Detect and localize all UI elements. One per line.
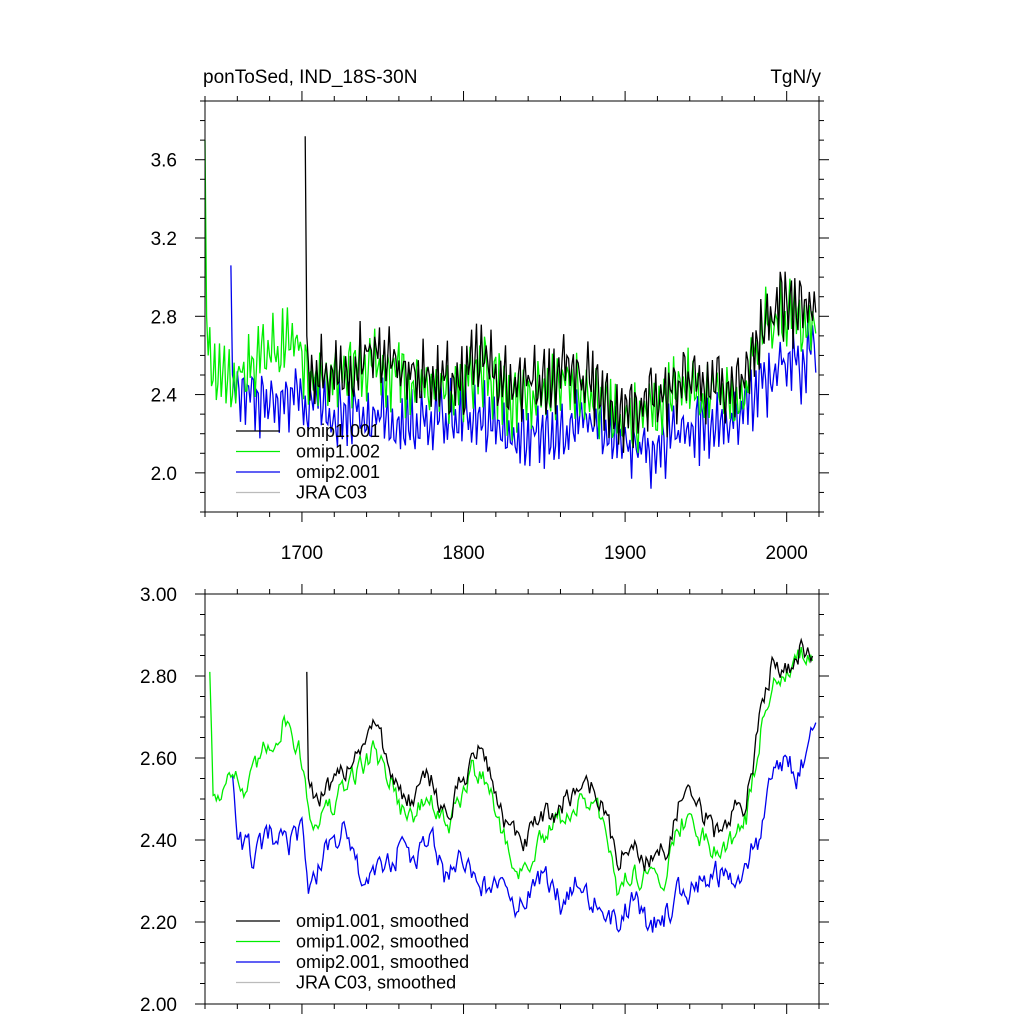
plot-frame — [204, 100, 820, 513]
tick-labels: 2.00 2.20 2.40 2.60 2.80 3.00 — [140, 585, 177, 1016]
axis-ticks — [195, 584, 829, 1014]
y-tick-label: 2.80 — [140, 667, 177, 688]
series-lines — [209, 637, 817, 933]
panel-title: ponToSed, IND_18S-30N — [203, 67, 417, 88]
y-tick-label: 2.00 — [140, 995, 177, 1016]
y-tick-label: 2.60 — [140, 749, 177, 770]
series-line-2 — [230, 265, 817, 489]
plot-frame — [204, 593, 820, 1005]
series-line-0 — [306, 637, 814, 872]
legend-label: omip2.001 — [296, 462, 380, 482]
y-tick-label: 3.00 — [140, 585, 177, 606]
series-lines — [204, 136, 817, 489]
legend-label: omip1.001, smoothed — [296, 911, 469, 931]
units-label: TgN/y — [770, 67, 821, 88]
x-tick-label: 1900 — [604, 543, 646, 564]
x-tick-label: 1700 — [281, 543, 323, 564]
y-tick-label: 2.0 — [151, 464, 177, 485]
series-line-0 — [304, 136, 817, 453]
x-tick-label: 1800 — [442, 543, 484, 564]
legend-label: omip2.001, smoothed — [296, 952, 469, 972]
legend-label: JRA C03, smoothed — [296, 973, 456, 993]
series-line-1 — [209, 647, 814, 897]
legend-label: omip1.002, smoothed — [296, 932, 469, 952]
y-tick-label: 2.40 — [140, 831, 177, 852]
legend-label: omip1.002 — [296, 442, 380, 462]
axis-ticks — [195, 91, 829, 522]
y-tick-label: 2.20 — [140, 913, 177, 934]
legend-label: omip1.001 — [296, 421, 380, 441]
series-line-2 — [231, 722, 817, 933]
top-panel: ponToSed, IND_18S-30N TgN/y 2.0 2.4 2.8 3.2… — [151, 67, 829, 564]
y-tick-label: 3.2 — [151, 229, 177, 250]
y-tick-label: 3.6 — [151, 151, 177, 172]
y-tick-label: 2.8 — [151, 307, 177, 328]
bottom-panel: 2.00 2.20 2.40 2.60 2.80 3.00 omip1.001, smoo… — [140, 584, 829, 1016]
y-tick-label: 2.4 — [151, 386, 178, 407]
x-tick-label: 2000 — [766, 543, 808, 564]
legend-label: JRA C03 — [296, 483, 367, 503]
tick-labels: 2.0 2.4 2.8 3.2 3.6 1700 1800 1900 2000 — [151, 151, 808, 564]
